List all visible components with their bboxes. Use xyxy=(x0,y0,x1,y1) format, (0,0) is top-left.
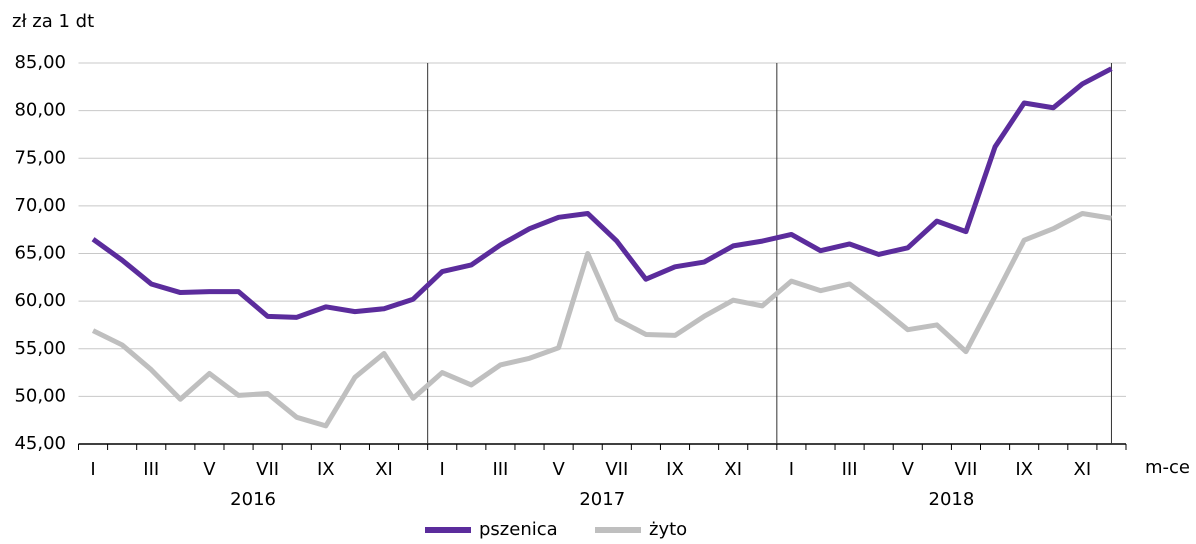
y-tick-label: 70,00 xyxy=(14,195,66,216)
x-tick-label: XI xyxy=(375,459,393,480)
x-axis-label: m-ce xyxy=(1145,457,1190,478)
y-tick-label: 75,00 xyxy=(14,147,66,168)
series-line xyxy=(91,210,1112,429)
y-tick-label: 80,00 xyxy=(14,100,66,121)
x-tick-label: III xyxy=(492,459,508,480)
legend-label: pszenica xyxy=(479,519,558,540)
x-tick-label: V xyxy=(902,459,915,480)
x-tick-label: I xyxy=(789,459,794,480)
x-tick-label: I xyxy=(440,459,445,480)
x-tick-label: XI xyxy=(724,459,742,480)
legend-label: żyto xyxy=(649,519,687,540)
x-tick-label: IX xyxy=(1015,459,1033,480)
x-tick-label: VII xyxy=(256,459,279,480)
x-tick-label: III xyxy=(842,459,858,480)
y-axis-label: zł za 1 dt xyxy=(12,11,94,32)
x-tick-label: VII xyxy=(954,459,977,480)
y-tick-label: 60,00 xyxy=(14,290,66,311)
series-line xyxy=(91,66,1113,320)
y-tick-label: 65,00 xyxy=(14,243,66,264)
x-tick-label: IX xyxy=(666,459,684,480)
x-tick-label: XI xyxy=(1074,459,1092,480)
year-label: 2017 xyxy=(579,489,625,510)
y-tick-label: 50,00 xyxy=(14,385,66,406)
x-tick-label: V xyxy=(203,459,216,480)
y-tick-label: 45,00 xyxy=(14,433,66,454)
year-label: 2016 xyxy=(230,489,276,510)
x-tick-label: V xyxy=(552,459,565,480)
y-tick-label: 85,00 xyxy=(14,52,66,73)
x-tick-label: I xyxy=(90,459,95,480)
x-tick-label: VII xyxy=(605,459,628,480)
year-label: 2018 xyxy=(929,489,975,510)
x-tick-label: IX xyxy=(317,459,335,480)
x-tick-label: III xyxy=(143,459,159,480)
y-tick-label: 55,00 xyxy=(14,338,66,359)
